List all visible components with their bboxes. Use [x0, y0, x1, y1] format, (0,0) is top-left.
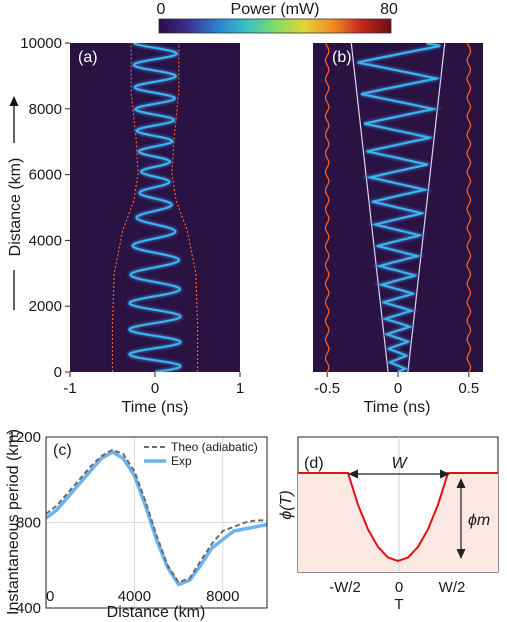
- panel-b-xlabel: Time (ns): [364, 399, 431, 416]
- panel-c-ticks: 0 4000 8000 400 800 1200: [8, 429, 240, 617]
- panel-c-ytick-label: 800: [16, 515, 41, 532]
- panel-d-xtick-minus: -W/2: [329, 579, 361, 596]
- panel-a-boundary-right: [171, 43, 199, 372]
- colorbar-min-label: 0: [157, 1, 166, 18]
- panel-a-xlabel: Time (ns): [122, 399, 189, 416]
- panel-a-xtick-label: 1: [236, 380, 244, 397]
- panel-c-xtick-label: 0: [46, 588, 54, 605]
- colorbar: Power (mW) 0 80: [157, 1, 398, 34]
- panel-d-ylabel: ϕ(T): [278, 490, 295, 519]
- panel-c-series-exp: [46, 449, 267, 587]
- panel-b-xtick-label: -0.5: [314, 380, 340, 397]
- width-arrow: W: [348, 455, 450, 479]
- panel-b-xtick-label: 0: [394, 380, 402, 397]
- panel-b-ticks: -0.5 0 0.5: [314, 372, 479, 397]
- panel-b-boundary-right: [466, 43, 472, 372]
- panel-a-trace-layer: [111, 43, 199, 372]
- panel-b-trace-layer: [324, 43, 472, 372]
- panel-c-ytick-label: 1200: [8, 429, 41, 446]
- panel-a-ytick-label: 0: [54, 364, 62, 381]
- colorbar-bar: [158, 18, 392, 34]
- panel-a-trace: [128, 43, 182, 372]
- panel-c-ytick-label: 400: [16, 600, 41, 617]
- panel-a-ytick-label: 4000: [29, 232, 62, 249]
- panel-a-xtick-label: 0: [151, 380, 159, 397]
- phi-m-arrow: ϕm: [456, 478, 490, 559]
- panel-b-xtick-label: 0.5: [458, 380, 479, 397]
- panel-d-xtick-plus: W/2: [439, 579, 466, 596]
- arrowhead-up-icon: [9, 96, 19, 106]
- panel-a-boundary-left: [111, 43, 139, 372]
- panel-b: -0.5 0 0.5 (b) Time (ns): [313, 43, 483, 416]
- panel-b-guide-line: [350, 43, 389, 372]
- arrowhead-left-icon: [348, 469, 358, 479]
- phi-m-label: ϕm: [468, 512, 490, 529]
- distance-axis-label-group: Distance (km): [7, 96, 24, 310]
- arrowhead-up-icon: [456, 478, 466, 488]
- panel-d: (d) W ϕm ϕ(T) -W/2 0 W/2 T: [278, 436, 499, 613]
- distance-axis-label: Distance (km): [7, 158, 24, 257]
- panel-a-ytick-label: 8000: [29, 101, 62, 118]
- legend-label-theo: Theo (adiabatic): [171, 440, 258, 454]
- panel-d-xlabel: T: [394, 596, 403, 613]
- panel-c-xlabel: Distance (km): [107, 604, 206, 621]
- panel-d-fill: [298, 473, 498, 572]
- panel-c-lines: [46, 448, 267, 587]
- panel-b-boundary-left: [324, 43, 330, 372]
- width-label: W: [391, 455, 408, 472]
- panel-d-curve: [298, 472, 498, 563]
- panel-b-tag: (b): [332, 49, 352, 66]
- colorbar-max-label: 80: [380, 1, 398, 18]
- panel-b-guide-line: [407, 43, 446, 372]
- panel-a-xtick-label: -1: [63, 380, 76, 397]
- panel-d-tag: (d): [304, 455, 324, 472]
- panel-b-trace: [357, 43, 441, 372]
- colorbar-label: Power (mW): [231, 1, 320, 18]
- panel-a-tag: (a): [78, 49, 98, 66]
- panel-a-ytick-label: 2000: [29, 298, 62, 315]
- panel-a-ytick-label: 6000: [29, 167, 62, 184]
- panel-c-ylabel: Instantaneous period (km): [5, 429, 22, 615]
- panel-c-xtick-label: 4000: [118, 588, 151, 605]
- panel-d-xtick-zero: 0: [395, 579, 403, 596]
- arrowhead-right-icon: [440, 469, 450, 479]
- panel-a-ytick-label: 10000: [20, 35, 62, 52]
- arrowhead-down-icon: [456, 549, 466, 559]
- legend-label-exp: Exp: [171, 454, 192, 468]
- panel-c-frame: [45, 436, 268, 609]
- panel-c-xtick-label: 8000: [206, 588, 239, 605]
- panel-a-background: [70, 43, 240, 372]
- panel-c-series-theo: [46, 448, 267, 584]
- panel-c-tag: (c): [53, 442, 72, 459]
- panel-c: 0 4000 8000 400 800 1200 (c) Distance (km) In…: [5, 429, 268, 621]
- panel-c-legend: Theo (adiabatic) Exp: [144, 440, 258, 468]
